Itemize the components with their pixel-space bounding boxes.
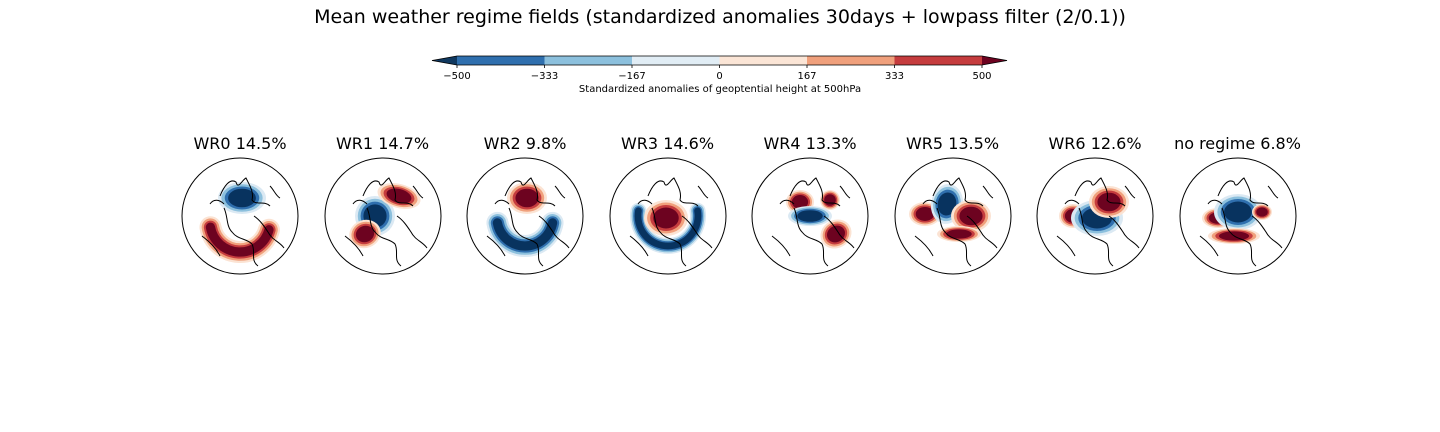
panel-title: WR3 14.6% [620, 134, 715, 153]
coastlines [771, 177, 855, 267]
polar-map [1036, 157, 1154, 275]
colorbar-under-extension [432, 56, 457, 65]
map-boundary [1179, 157, 1296, 275]
positive-anomaly-band [205, 222, 274, 257]
map-boundary [894, 157, 1011, 275]
anomaly-field [752, 158, 868, 274]
polar-map [894, 157, 1011, 275]
coastlines [914, 177, 997, 267]
map-boundary [609, 157, 726, 275]
figure-title: Mean weather regime fields (standardized… [314, 6, 1126, 28]
negative-anomaly [228, 188, 256, 208]
polar-map [466, 157, 584, 275]
positive-anomaly [945, 229, 972, 239]
colorbar-segment [894, 56, 983, 65]
regime-panel: WR2 9.8% [455, 134, 595, 284]
colorbar-segment [457, 56, 545, 65]
coastlines [1199, 177, 1282, 267]
coastlines [486, 177, 570, 267]
regime-panel: WR3 14.6% [598, 134, 738, 284]
panel-title: WR6 12.6% [1048, 134, 1142, 153]
anomaly-field [1037, 158, 1153, 274]
colorbar-tick-label: −333 [531, 71, 558, 82]
regime-panel: WR4 13.3% [740, 134, 880, 284]
anomaly-field [324, 158, 441, 274]
colorbar-tick-label: −500 [443, 71, 470, 82]
anomaly-field [182, 158, 298, 274]
map-boundary [324, 157, 441, 275]
panel-title: WR4 13.3% [763, 134, 857, 153]
panel-title: WR0 14.5% [193, 134, 287, 153]
colorbar: −500 −333 −167 0 167 333 500 [431, 55, 1008, 82]
panel-title: WR2 9.8% [483, 134, 567, 153]
positive-anomaly [515, 188, 539, 208]
coastlines [629, 177, 712, 267]
polar-map [751, 157, 869, 275]
colorbar-tick-label: 167 [797, 71, 816, 82]
map-boundary [751, 157, 869, 275]
colorbar-tick-label: 0 [716, 71, 722, 82]
coastlines [201, 177, 285, 267]
regime-panel: WR6 12.6% [1025, 134, 1165, 284]
positive-anomaly [826, 225, 846, 243]
panel-title: WR5 13.5% [905, 134, 1000, 153]
polar-map [324, 157, 441, 275]
positive-anomaly [958, 206, 983, 226]
negative-anomaly [797, 210, 823, 222]
negative-anomaly [937, 192, 956, 216]
colorbar-segment [719, 56, 808, 65]
colorbar-tick-label: 333 [885, 71, 904, 82]
coastlines [344, 177, 427, 267]
positive-anomaly [915, 207, 934, 221]
polar-map [609, 157, 726, 275]
colorbar-segment [632, 56, 720, 65]
polar-map [181, 157, 299, 275]
colorbar-tick-label: −167 [618, 71, 645, 82]
anomaly-field [1179, 158, 1296, 274]
regime-panel: WR5 13.5% [883, 134, 1023, 284]
colorbar-label: Standardized anomalies of geoptential he… [578, 84, 862, 95]
positive-anomaly [824, 194, 836, 206]
panel-title: WR1 14.7% [335, 134, 430, 153]
anomaly-field [609, 158, 726, 274]
map-background [467, 158, 583, 274]
anomaly-field [467, 158, 583, 274]
regime-panel: no regime 6.8% [1168, 134, 1308, 284]
negative-anomaly-band [492, 218, 558, 251]
coastlines [1056, 177, 1140, 267]
map-boundary [181, 157, 299, 275]
polar-map [1179, 157, 1296, 275]
colorbar-over-extension [982, 56, 1007, 65]
anomaly-field [894, 158, 1011, 274]
regime-panel: WR1 14.7% [313, 134, 453, 284]
positive-anomaly [652, 207, 679, 229]
positive-anomaly [791, 195, 809, 209]
negative-anomaly [1223, 201, 1252, 223]
map-boundary [1036, 157, 1154, 275]
colorbar-segment [807, 56, 895, 65]
positive-anomaly [1255, 207, 1268, 217]
map-boundary [466, 157, 584, 275]
negative-anomaly-band [634, 207, 701, 250]
regime-panel: WR0 14.5% [170, 134, 310, 284]
colorbar-tick-label: 500 [972, 71, 991, 82]
colorbar-segment [544, 56, 633, 65]
positive-anomaly [355, 225, 374, 243]
positive-anomaly [386, 188, 411, 204]
panel-title: no regime 6.8% [1174, 134, 1301, 153]
